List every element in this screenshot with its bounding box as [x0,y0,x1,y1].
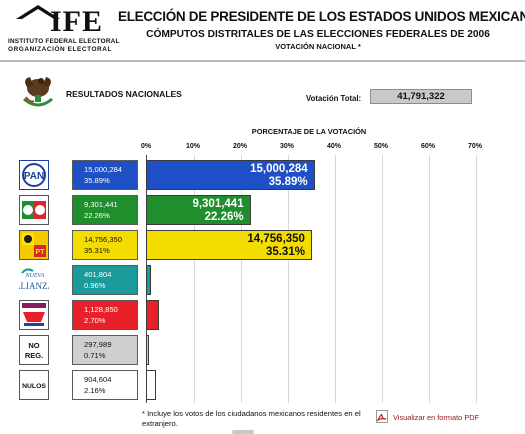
party-bar [146,265,151,295]
party-row: 1,128,850 2.70% [0,300,525,330]
party-row: NO REG. 297,989 0.71% [0,335,525,365]
ife-roof-icon [16,5,60,19]
bar-data-label: 15,000,284 35.89% [250,163,308,189]
party-percent: 2.16% [84,386,106,395]
nulos-logo-icon: NULOS [19,370,49,400]
party-percent: 0.96% [84,281,106,290]
alianza-por-mexico-logo-icon [19,195,49,225]
bar-percent-label: 35.89% [268,176,308,188]
x-tick-label: 10% [185,143,201,150]
party-percent: 0.71% [84,351,106,360]
ife-logo: IFE INSTITUTO FEDERAL ELECTORAL ORGANIZA… [6,5,119,53]
x-tick-label: 60% [420,143,436,150]
party-percent: 22.26% [84,211,110,220]
national-results-bar: RESULTADOS NACIONALES Votación Total: 41… [0,68,525,116]
party-bar [146,335,150,365]
logo-line2: ORGANIZACIÓN ELECTORAL [8,46,112,53]
party-value-box: 297,989 0.71% [72,335,138,365]
gridline [476,155,477,403]
pdf-link[interactable]: Visualizar en formato PDF [376,410,506,424]
svg-text:ALIANZA: ALIANZA [19,281,49,291]
gridline [194,155,195,403]
x-tick-label: 50% [373,143,389,150]
bar-percent-label: 35.31% [265,246,305,258]
party-row: PT 14,756,350 35.31% 14,756,350 35.31% [0,230,525,260]
party-percent: 2.70% [84,316,106,325]
party-votes: 297,989 [84,340,112,349]
x-tick-label: 70% [467,143,483,150]
gridline [241,155,242,403]
alternativa-logo-icon [19,300,49,330]
nueva-alianza-logo-icon: NUEVA ALIANZA [14,265,54,295]
x-tick-label: 20% [232,143,248,150]
party-value-box: 1,128,850 2.70% [72,300,138,330]
party-bar: 9,301,441 22.26% [146,195,251,225]
party-row: NUEVA ALIANZA 401,804 0.96% [0,265,525,295]
party-value-box: 14,756,350 35.31% [72,230,138,260]
bar-data-label: 9,301,441 22.26% [192,198,243,224]
svg-text:NULOS: NULOS [22,383,46,390]
header-divider [0,60,525,62]
party-votes: 401,804 [84,270,112,279]
party-votes: 15,000,284 [84,165,123,174]
party-value-box: 9,301,441 22.26% [72,195,138,225]
total-votes-label: Votación Total: [306,94,362,103]
x-tick-label: 0% [140,143,152,150]
svg-text:NO: NO [28,341,39,350]
bar-votes-label: 9,301,441 [192,198,244,210]
x-axis-ticks: 0% 10% 20% 30% 40% 50% 60% 70% [0,143,525,153]
chart-title: PORCENTAJE DE LA VOTACIÓN [251,127,367,136]
gridline [382,155,383,403]
party-bar [146,300,159,330]
party-bar: 14,756,350 35.31% [146,230,312,260]
party-value-box: 401,804 0.96% [72,265,138,295]
x-tick-label: 30% [279,143,295,150]
svg-text:REG.: REG. [25,351,43,360]
logo-text: IFE [50,5,104,38]
bar-votes-label: 14,756,350 [247,233,305,245]
page-note: VOTACIÓN NACIONAL * [275,42,361,51]
por-el-bien-de-todos-logo-icon: PT [19,230,49,260]
bar-percent-label: 22.26% [204,211,244,223]
page-header: IFE INSTITUTO FEDERAL ELECTORAL ORGANIZA… [0,0,525,62]
mexican-eagle-icon [23,77,53,107]
svg-text:PT: PT [36,249,46,256]
gridline [429,155,430,403]
gridline [288,155,289,403]
party-row: 9,301,441 22.26% 9,301,441 22.26% [0,195,525,225]
scroll-indicator[interactable] [232,430,254,434]
bar-data-label: 14,756,350 35.31% [247,233,305,259]
party-votes: 904,604 [84,375,112,384]
party-percent: 35.31% [84,246,110,255]
party-votes: 14,756,350 [84,235,123,244]
total-votes-value: 41,791,322 [370,89,472,104]
party-value-box: 904,604 2.16% [72,370,138,400]
page-subtitle: CÓMPUTOS DISTRITALES DE LAS ELECCIONES F… [146,29,490,40]
x-tick-label: 40% [326,143,342,150]
party-bar: 15,000,284 35.89% [146,160,315,190]
gridline [335,155,336,403]
party-votes: 9,301,441 [84,200,118,209]
no-reg-logo-icon: NO REG. [19,335,49,365]
party-row: PAN 15,000,284 35.89% 15,000,284 35.89% [0,160,525,190]
svg-text:PAN: PAN [24,171,44,182]
pdf-icon [376,410,388,423]
bar-votes-label: 15,000,284 [250,163,308,175]
pdf-link-label[interactable]: Visualizar en formato PDF [393,413,480,422]
party-percent: 35.89% [84,176,110,185]
party-row: NULOS 904,604 2.16% [0,370,525,400]
pan-logo-icon: PAN [19,160,49,190]
party-bar [146,370,157,400]
national-results-label: RESULTADOS NACIONALES [66,89,182,99]
party-votes: 1,128,850 [84,305,118,314]
party-value-box: 15,000,284 35.89% [72,160,138,190]
page-title: ELECCIÓN DE PRESIDENTE DE LOS ESTADOS UN… [118,9,525,24]
logo-line1: INSTITUTO FEDERAL ELECTORAL [8,38,120,45]
footnote: * Incluye los votos de los ciudadanos me… [142,409,361,428]
svg-text:NUEVA: NUEVA [25,273,45,279]
